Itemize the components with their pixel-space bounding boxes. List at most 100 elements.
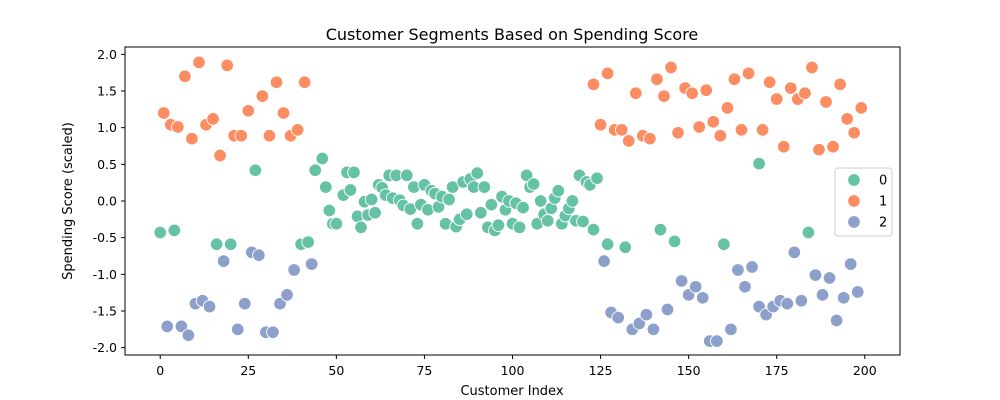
point-segment-0 <box>167 223 182 238</box>
x-axis-label: Customer Index <box>460 384 563 399</box>
point-segment-2 <box>836 291 851 305</box>
y-tick-label: -0.5 <box>93 230 117 245</box>
point-segment-2 <box>710 334 724 348</box>
y-tick-label: 1.5 <box>97 84 117 99</box>
point-segment-0 <box>618 240 632 254</box>
x-tick-label: 150 <box>677 363 701 378</box>
y-tick-label: -1.0 <box>93 267 117 282</box>
legend-label-1: 1 <box>879 195 887 210</box>
point-segment-2 <box>843 257 858 271</box>
point-segment-1 <box>664 60 678 75</box>
point-segment-0 <box>801 225 816 240</box>
x-tick-label: 175 <box>765 363 789 378</box>
point-segment-2 <box>780 296 795 311</box>
point-segment-0 <box>223 237 238 252</box>
point-segment-0 <box>354 220 368 235</box>
point-segment-1 <box>213 148 227 163</box>
point-segment-1 <box>840 112 854 126</box>
point-segment-0 <box>301 235 315 249</box>
chart-title: Customer Segments Based on Spending Scor… <box>326 25 699 44</box>
point-segment-0 <box>153 225 167 240</box>
x-tick-label: 50 <box>328 363 344 378</box>
point-segment-1 <box>650 72 664 87</box>
y-tick-label: -1.5 <box>93 304 117 319</box>
point-segment-0 <box>512 220 527 235</box>
point-segment-1 <box>171 120 185 134</box>
point-segment-1 <box>734 123 749 137</box>
point-segment-2 <box>230 322 245 337</box>
point-segment-2 <box>787 245 802 260</box>
y-tick-label: -2.0 <box>93 340 117 355</box>
point-segment-1 <box>276 106 291 120</box>
point-segment-2 <box>238 296 252 311</box>
point-segment-1 <box>798 86 812 100</box>
point-segment-2 <box>745 260 759 274</box>
legend-marker-0 <box>847 173 861 187</box>
point-segment-0 <box>653 222 668 237</box>
point-segment-1 <box>727 72 742 87</box>
axes-layer: 0 25 50 75 100 125 150 175 200 -2.0 -1.5 -1.0 -0.5 0.… <box>93 47 877 378</box>
x-tick-label: 0 <box>156 363 164 378</box>
point-segment-0 <box>319 180 333 194</box>
point-segment-0 <box>368 205 382 220</box>
point-segment-1 <box>234 128 248 143</box>
point-segment-0 <box>491 218 506 232</box>
point-segment-0 <box>347 165 361 180</box>
point-segment-0 <box>516 200 530 215</box>
point-segment-1 <box>586 77 601 92</box>
point-segment-0 <box>400 168 414 183</box>
point-segment-2 <box>850 285 865 299</box>
point-segment-0 <box>308 163 322 177</box>
x-tick-label: 125 <box>589 363 613 378</box>
point-segment-0 <box>533 194 548 208</box>
point-segment-0 <box>526 177 541 191</box>
point-segment-1 <box>826 139 840 154</box>
point-segment-1 <box>178 69 192 84</box>
point-segment-1 <box>185 131 199 146</box>
legend: 0 1 2 <box>834 167 893 237</box>
x-tick-label: 100 <box>501 363 525 378</box>
y-axis-label: Spending Score (scaled) <box>61 122 76 280</box>
x-tick-label: 25 <box>240 363 256 378</box>
point-segment-0 <box>442 192 456 207</box>
legend-marker-2 <box>847 215 861 229</box>
point-segment-2 <box>266 325 280 340</box>
point-segment-0 <box>470 166 485 180</box>
point-segment-2 <box>252 248 266 263</box>
point-segment-2 <box>202 299 217 314</box>
points-layer <box>153 55 869 348</box>
point-segment-2 <box>688 280 703 294</box>
point-segment-2 <box>829 313 844 328</box>
point-segment-1 <box>805 60 819 75</box>
point-segment-0 <box>248 163 263 177</box>
point-segment-1 <box>692 120 706 134</box>
point-segment-2 <box>280 288 294 302</box>
point-segment-0 <box>600 237 615 252</box>
point-segment-1 <box>657 89 671 103</box>
point-segment-0 <box>322 203 337 218</box>
point-segment-2 <box>808 268 823 282</box>
point-segment-1 <box>241 104 256 118</box>
point-segment-1 <box>741 66 756 81</box>
point-segment-2 <box>815 288 830 302</box>
point-segment-1 <box>762 75 777 89</box>
point-segment-1 <box>699 83 714 98</box>
point-segment-0 <box>410 216 425 231</box>
point-segment-2 <box>695 291 710 305</box>
point-segment-1 <box>671 126 685 140</box>
point-segment-2 <box>822 271 837 285</box>
point-segment-2 <box>181 328 196 342</box>
point-segment-1 <box>720 101 735 115</box>
y-tick-label: 0.0 <box>97 194 117 209</box>
point-segment-0 <box>329 216 344 231</box>
point-segment-1 <box>819 95 833 109</box>
point-segment-1 <box>290 123 305 137</box>
point-segment-0 <box>540 214 555 228</box>
point-segment-0 <box>364 192 379 207</box>
point-segment-2 <box>660 302 675 317</box>
point-segment-1 <box>833 77 847 92</box>
point-segment-1 <box>713 128 728 143</box>
point-segment-2 <box>674 274 689 288</box>
point-segment-1 <box>643 131 657 146</box>
